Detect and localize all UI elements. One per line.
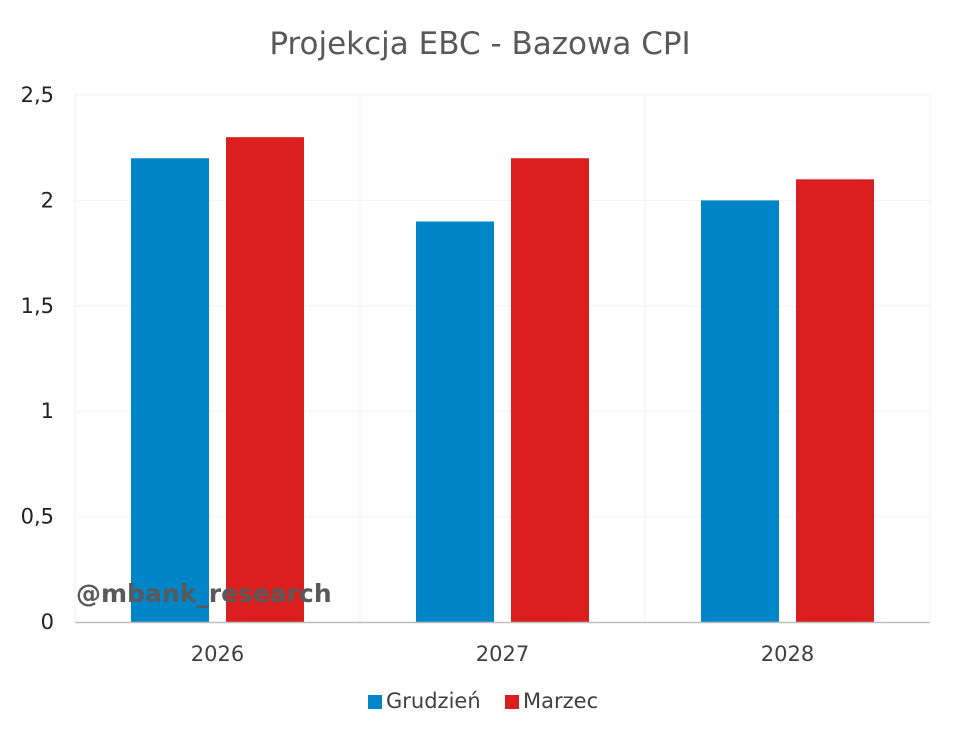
bars [131, 137, 874, 623]
x-tick-label: 2027 [476, 642, 529, 666]
bar-grudzień-2026 [131, 158, 209, 623]
legend: Grudzień Marzec [368, 689, 598, 713]
legend-swatch-marzec [505, 695, 519, 709]
watermark: @mbank_research [76, 579, 332, 608]
y-tick-label: 1,5 [21, 294, 54, 318]
y-tick-label: 0 [41, 610, 54, 634]
gridlines [74, 94, 931, 622]
bar-grudzień-2027 [416, 221, 494, 623]
y-tick-label: 2 [41, 188, 54, 212]
y-tick-label: 0,5 [21, 505, 54, 529]
legend-label: Grudzień [386, 689, 481, 713]
bar-marzec-2026 [226, 137, 304, 622]
x-axis: 2026 2027 2028 [191, 642, 814, 666]
x-tick-label: 2026 [191, 642, 244, 666]
y-axis: 0 0,5 1 1,5 2 2,5 [21, 83, 54, 634]
y-tick-label: 2,5 [21, 83, 54, 107]
bar-marzec-2028 [796, 179, 874, 622]
y-tick-label: 1 [41, 399, 54, 423]
bar-marzec-2027 [511, 158, 589, 623]
legend-swatch-grudzień [368, 695, 382, 709]
x-tick-label: 2028 [761, 642, 814, 666]
legend-label: Marzec [523, 689, 598, 713]
chart-title: Projekcja EBC - Bazowa CPI [269, 26, 690, 62]
bar-grudzień-2028 [701, 200, 779, 622]
